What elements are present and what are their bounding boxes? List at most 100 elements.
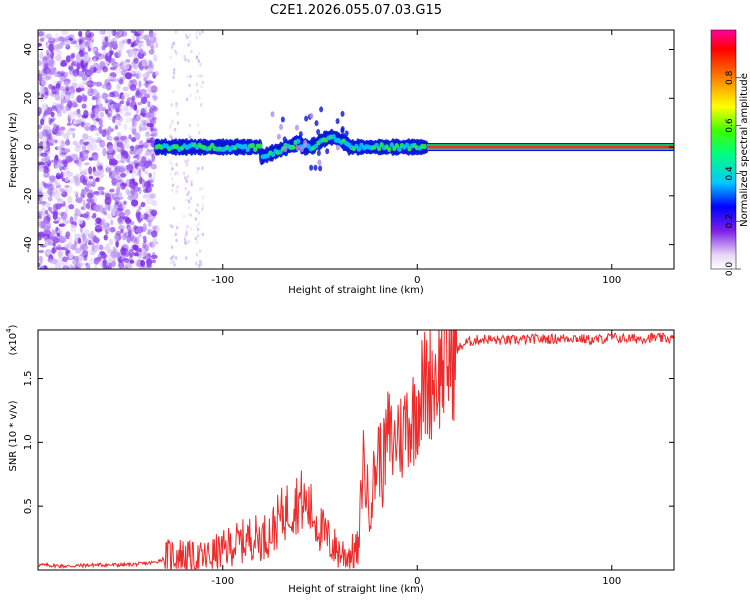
noise-blob bbox=[133, 191, 139, 200]
signal-blob bbox=[309, 112, 314, 119]
noise-blob bbox=[69, 58, 74, 62]
noise-blob bbox=[79, 151, 83, 159]
noise-blob bbox=[56, 244, 62, 250]
noise-blob bbox=[189, 196, 192, 201]
noise-blob bbox=[186, 224, 189, 229]
noise-blob bbox=[151, 128, 157, 132]
noise-blob bbox=[175, 170, 179, 175]
noise-blob bbox=[41, 103, 48, 111]
noise-blob bbox=[99, 139, 106, 148]
noise-blob bbox=[102, 207, 106, 215]
noise-blob bbox=[40, 265, 45, 269]
noise-blob bbox=[123, 111, 131, 117]
noise-blob bbox=[43, 147, 48, 151]
noise-blob bbox=[151, 225, 157, 231]
noise-blob bbox=[38, 255, 43, 262]
noise-blob bbox=[171, 183, 175, 188]
noise-blob bbox=[61, 256, 68, 262]
noise-blob bbox=[131, 136, 137, 143]
signal-core bbox=[389, 142, 394, 148]
noise-blob bbox=[99, 30, 106, 35]
noise-blob bbox=[100, 190, 104, 196]
noise-blob bbox=[113, 234, 119, 243]
bottom-y-axis-label: SNR (10 * v/v) bbox=[8, 400, 19, 471]
noise-blob bbox=[49, 210, 56, 214]
noise-blob bbox=[123, 92, 131, 98]
noise-blob bbox=[90, 142, 97, 151]
noise-blob bbox=[198, 96, 201, 100]
noise-blob bbox=[186, 75, 189, 79]
noise-blob bbox=[190, 182, 193, 187]
noise-blob bbox=[92, 191, 99, 195]
noise-blob bbox=[81, 103, 87, 109]
noise-blob bbox=[76, 95, 83, 103]
noise-blob bbox=[171, 255, 174, 260]
noise-blob bbox=[106, 113, 111, 118]
noise-blob bbox=[88, 76, 92, 81]
noise-blob bbox=[125, 188, 130, 195]
bottom-y-tick-label: 1.5 bbox=[23, 371, 34, 387]
bottom-x-tick-label: 0 bbox=[414, 576, 420, 587]
y-multiplier-exponent: 4 bbox=[5, 328, 13, 333]
noise-blob bbox=[173, 127, 177, 132]
noise-blob bbox=[135, 109, 139, 114]
noise-blob bbox=[124, 72, 133, 80]
noise-blob bbox=[79, 138, 85, 145]
noise-blob bbox=[104, 246, 110, 251]
noise-blob bbox=[83, 254, 88, 261]
noise-blob bbox=[43, 215, 51, 224]
noise-blob bbox=[44, 229, 52, 237]
noise-blob bbox=[198, 249, 202, 253]
noise-blob bbox=[194, 96, 198, 100]
noise-blob bbox=[89, 249, 96, 256]
colorbar-tick-label: 0.6 bbox=[725, 118, 735, 133]
noise-blob bbox=[57, 191, 64, 195]
signal-core bbox=[258, 143, 263, 149]
noise-blob bbox=[87, 242, 95, 246]
noise-blob bbox=[174, 30, 178, 34]
noise-blob bbox=[79, 191, 87, 197]
noise-blob bbox=[197, 221, 201, 226]
noise-blob bbox=[140, 126, 147, 131]
noise-blob bbox=[186, 158, 190, 163]
top-x-tick-label: -100 bbox=[211, 275, 234, 286]
noise-blob bbox=[47, 241, 53, 246]
noise-blob bbox=[137, 225, 144, 234]
noise-blob bbox=[107, 126, 112, 135]
signal-blob bbox=[316, 128, 321, 135]
noise-blob bbox=[97, 186, 105, 191]
noise-blob bbox=[135, 227, 141, 233]
noise-blob bbox=[67, 100, 73, 109]
noise-blob bbox=[144, 105, 148, 114]
signal-blob bbox=[313, 164, 318, 171]
noise-blob bbox=[118, 63, 123, 67]
noise-blob bbox=[151, 242, 156, 250]
signal-blob bbox=[314, 120, 319, 127]
signal-core bbox=[245, 146, 250, 153]
noise-blob bbox=[50, 159, 56, 163]
noise-blob bbox=[115, 121, 122, 127]
noise-blob bbox=[98, 244, 104, 251]
noise-blob bbox=[91, 96, 96, 101]
noise-blob bbox=[172, 89, 175, 94]
noise-blob bbox=[96, 137, 102, 144]
noise-blob bbox=[68, 66, 74, 71]
noise-blob bbox=[92, 57, 97, 66]
colorbar-label: Normalized spectral amplitude bbox=[739, 73, 750, 227]
noise-blob bbox=[86, 92, 93, 96]
noise-blob bbox=[151, 259, 157, 264]
noise-blob bbox=[38, 161, 45, 166]
noise-blob bbox=[175, 105, 178, 109]
noise-blob bbox=[125, 138, 130, 143]
noise-blob bbox=[200, 85, 203, 89]
noise-blob bbox=[59, 211, 65, 217]
noise-blob bbox=[151, 252, 156, 257]
noise-blob bbox=[117, 192, 123, 198]
noise-blob bbox=[78, 198, 82, 204]
noise-blob bbox=[45, 145, 51, 153]
noise-blob bbox=[87, 200, 95, 205]
noise-blob bbox=[94, 222, 99, 226]
noise-blob bbox=[135, 73, 140, 80]
noise-blob bbox=[131, 95, 136, 102]
noise-blob bbox=[130, 199, 139, 207]
